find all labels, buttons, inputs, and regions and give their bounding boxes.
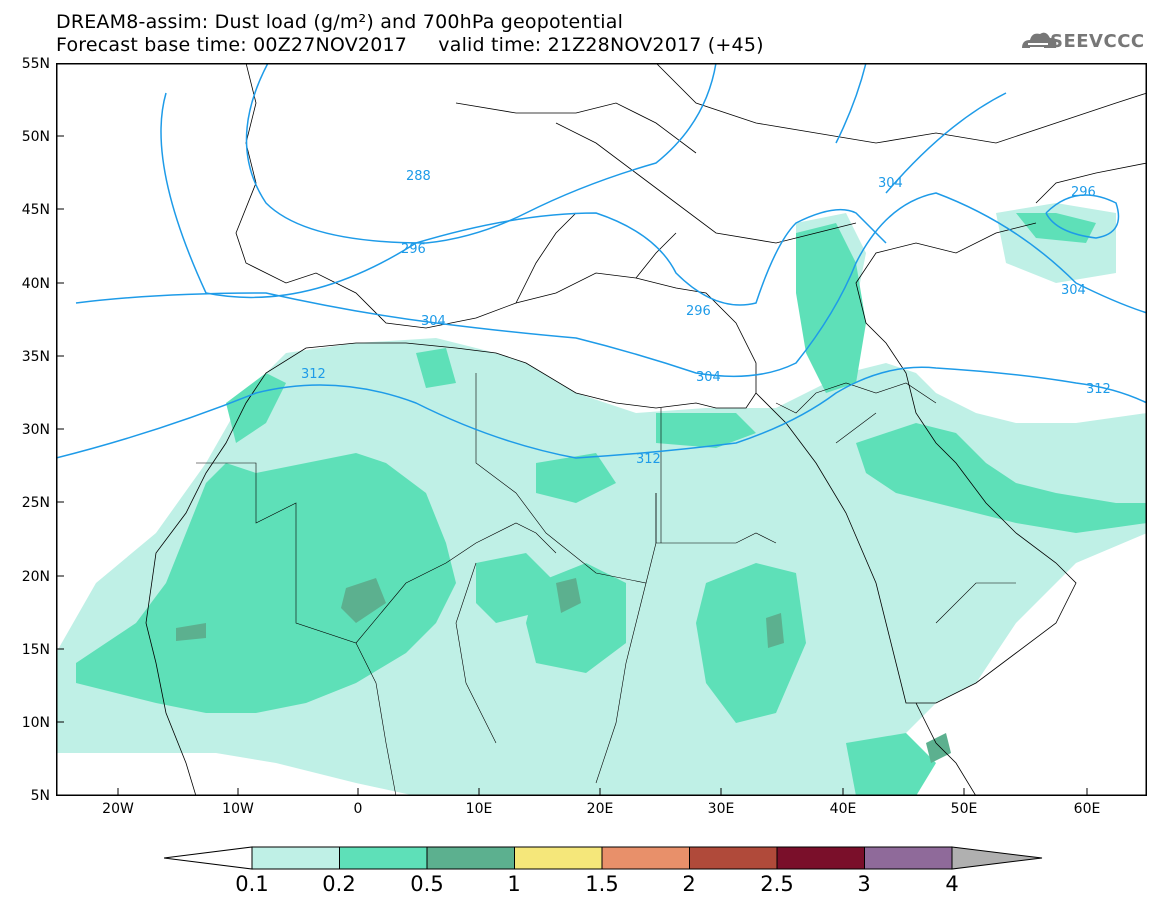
contour-label: 304: [878, 176, 903, 191]
lon-label: 40E: [829, 801, 857, 817]
contour-label: 312: [636, 452, 661, 467]
lat-label: 5N: [30, 788, 50, 804]
lat-label: 35N: [21, 349, 50, 365]
lon-label: 30E: [707, 801, 735, 817]
colorbar-swatch: [514, 846, 603, 870]
contour-label: 304: [421, 314, 446, 329]
contour-label: 296: [1071, 185, 1096, 200]
lon-label: 10E: [465, 801, 493, 817]
colorbar-label: 2.5: [760, 872, 794, 896]
colorbar-left-arrow: [164, 846, 253, 870]
colorbar-label: 0.2: [322, 872, 356, 896]
contour-label: 296: [686, 304, 711, 319]
lon-label: 20W: [102, 801, 134, 817]
contour-label: 304: [1061, 283, 1086, 298]
colorbar-swatch: [426, 846, 515, 870]
lat-label: 40N: [21, 276, 50, 292]
contour-label: 312: [301, 367, 326, 382]
coastlines: [145, 63, 1147, 796]
lon-label: 60E: [1073, 801, 1101, 817]
lat-label: 20N: [21, 569, 50, 585]
contour-label: 312: [1086, 382, 1111, 397]
country-borders: [196, 373, 1016, 796]
colorbar-right-arrow: [951, 846, 1043, 870]
lat-label: 55N: [21, 56, 50, 72]
lon-label: 50E: [950, 801, 978, 817]
colorbar-label: 4: [945, 872, 959, 896]
colorbar-swatch: [776, 846, 865, 870]
map-title: DREAM8-assim: Dust load (g/m²) and 700hP…: [56, 11, 624, 33]
dust-layer-dark: [176, 578, 951, 763]
colorbar-label: 2: [682, 872, 696, 896]
colorbar-swatch: [601, 846, 690, 870]
contour-label: 296: [401, 242, 426, 257]
dust-layer-mid: [76, 213, 1147, 796]
contour-label: 288: [406, 169, 431, 184]
contour-labels: 288 296 296 304 304 304 312 312 312 304 …: [301, 169, 1111, 467]
colorbar-swatch: [251, 846, 340, 870]
axis-ticks: [56, 63, 1088, 796]
colorbar-label: 1.5: [585, 872, 619, 896]
lat-label: 45N: [21, 202, 50, 218]
lon-label: 0: [353, 801, 363, 817]
logo-text: SEEVCCC: [1050, 31, 1145, 52]
colorbar-swatch: [689, 846, 778, 870]
lon-label: 10W: [222, 801, 254, 817]
colorbar-label: 1: [507, 872, 521, 896]
colorbar-swatch: [339, 846, 428, 870]
lat-label: 30N: [21, 422, 50, 438]
colorbar-swatch: [864, 846, 953, 870]
dust-map: 288 296 296 304 304 304 312 312 312 304 …: [56, 63, 1147, 796]
lat-label: 15N: [21, 642, 50, 658]
lat-label: 50N: [21, 129, 50, 145]
colorbar-label: 3: [857, 872, 871, 896]
colorbar: [164, 846, 1043, 870]
lon-label: 20E: [586, 801, 614, 817]
lat-label: 10N: [21, 715, 50, 731]
map-subtitle: Forecast base time: 00Z27NOV2017 valid t…: [56, 34, 764, 56]
geopotential-contours: [56, 63, 1147, 459]
colorbar-label: 0.5: [410, 872, 444, 896]
colorbar-label: 0.1: [235, 872, 269, 896]
cloud-logo-icon: [1022, 32, 1057, 49]
contour-label: 304: [696, 370, 721, 385]
lat-label: 25N: [21, 495, 50, 511]
